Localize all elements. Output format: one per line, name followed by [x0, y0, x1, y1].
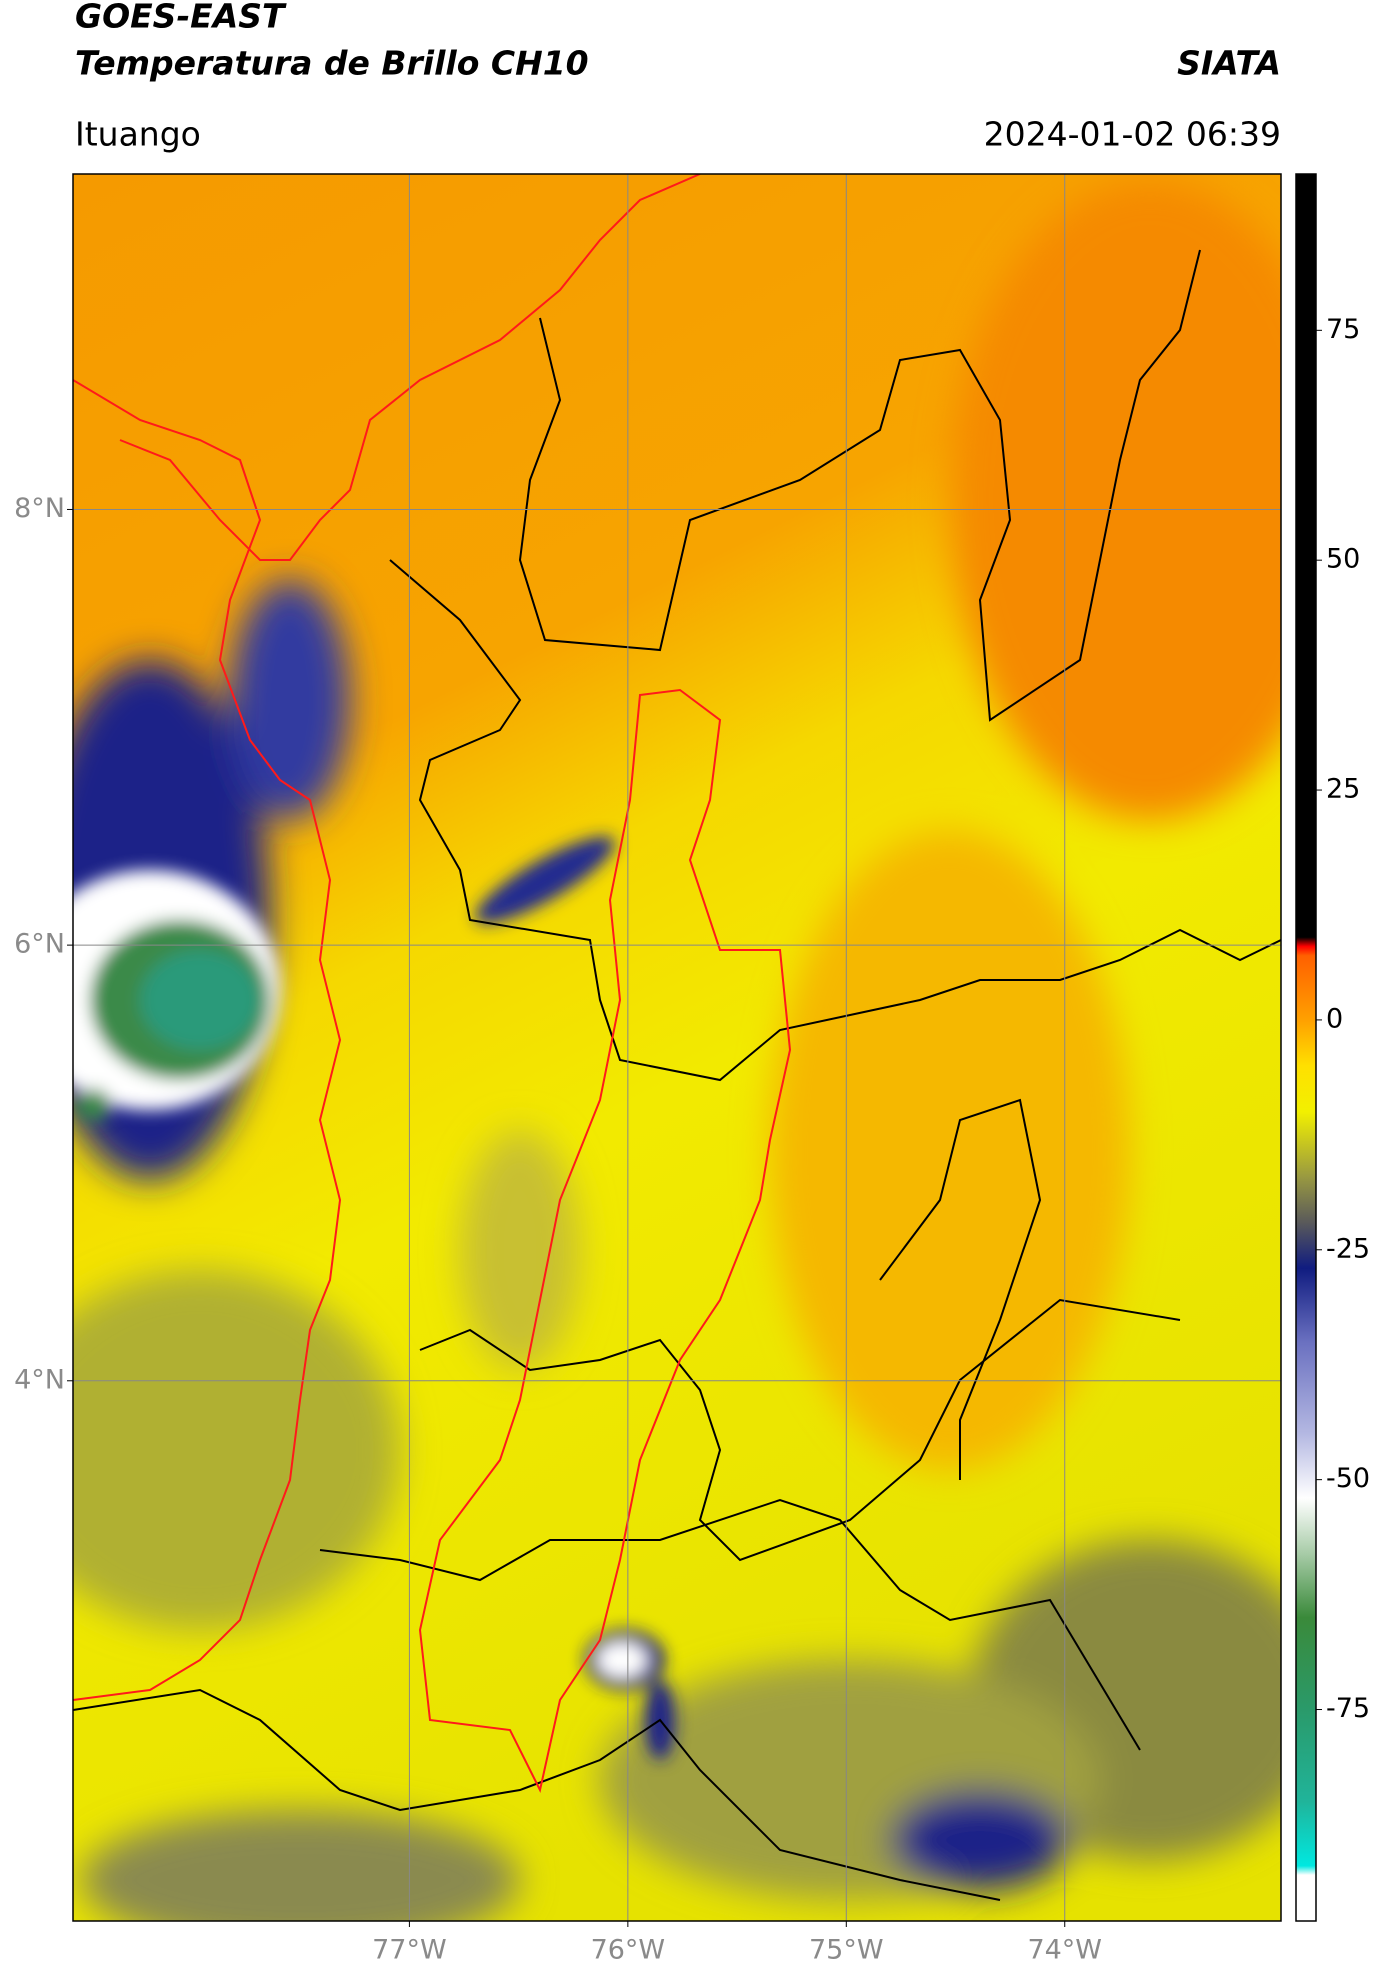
title: GOES-EAST [75, 0, 287, 36]
map-imagery [73, 174, 1281, 1921]
colorbar-tick-label: -50 [1326, 1463, 1370, 1494]
colorbar-tick-label: 0 [1326, 1003, 1343, 1034]
y-tick-label: 4°N [14, 1364, 65, 1395]
location: Ituango [75, 115, 201, 154]
datetime: 2024-01-02 06:39 [984, 115, 1281, 154]
colorbar-tick-label: 50 [1326, 544, 1360, 575]
colorbar [1295, 173, 1317, 1922]
x-tick-label: 74°W [1027, 1935, 1102, 1966]
y-tick-label: 6°N [14, 929, 65, 960]
source: SIATA [1177, 44, 1281, 83]
colorbar-tick-label: -75 [1326, 1693, 1370, 1724]
x-tick-label: 75°W [809, 1935, 884, 1966]
colorbar-tick-label: -25 [1326, 1233, 1370, 1264]
x-tick-label: 76°W [591, 1935, 666, 1966]
colorbar-tick-label: 25 [1326, 774, 1360, 805]
subtitle: Temperatura de Brillo CH10 [75, 44, 589, 83]
y-tick-label: 8°N [14, 493, 65, 524]
colorbar-tick-label: 75 [1326, 314, 1360, 345]
x-tick-label: 77°W [372, 1935, 447, 1966]
map-frame [72, 173, 1282, 1922]
